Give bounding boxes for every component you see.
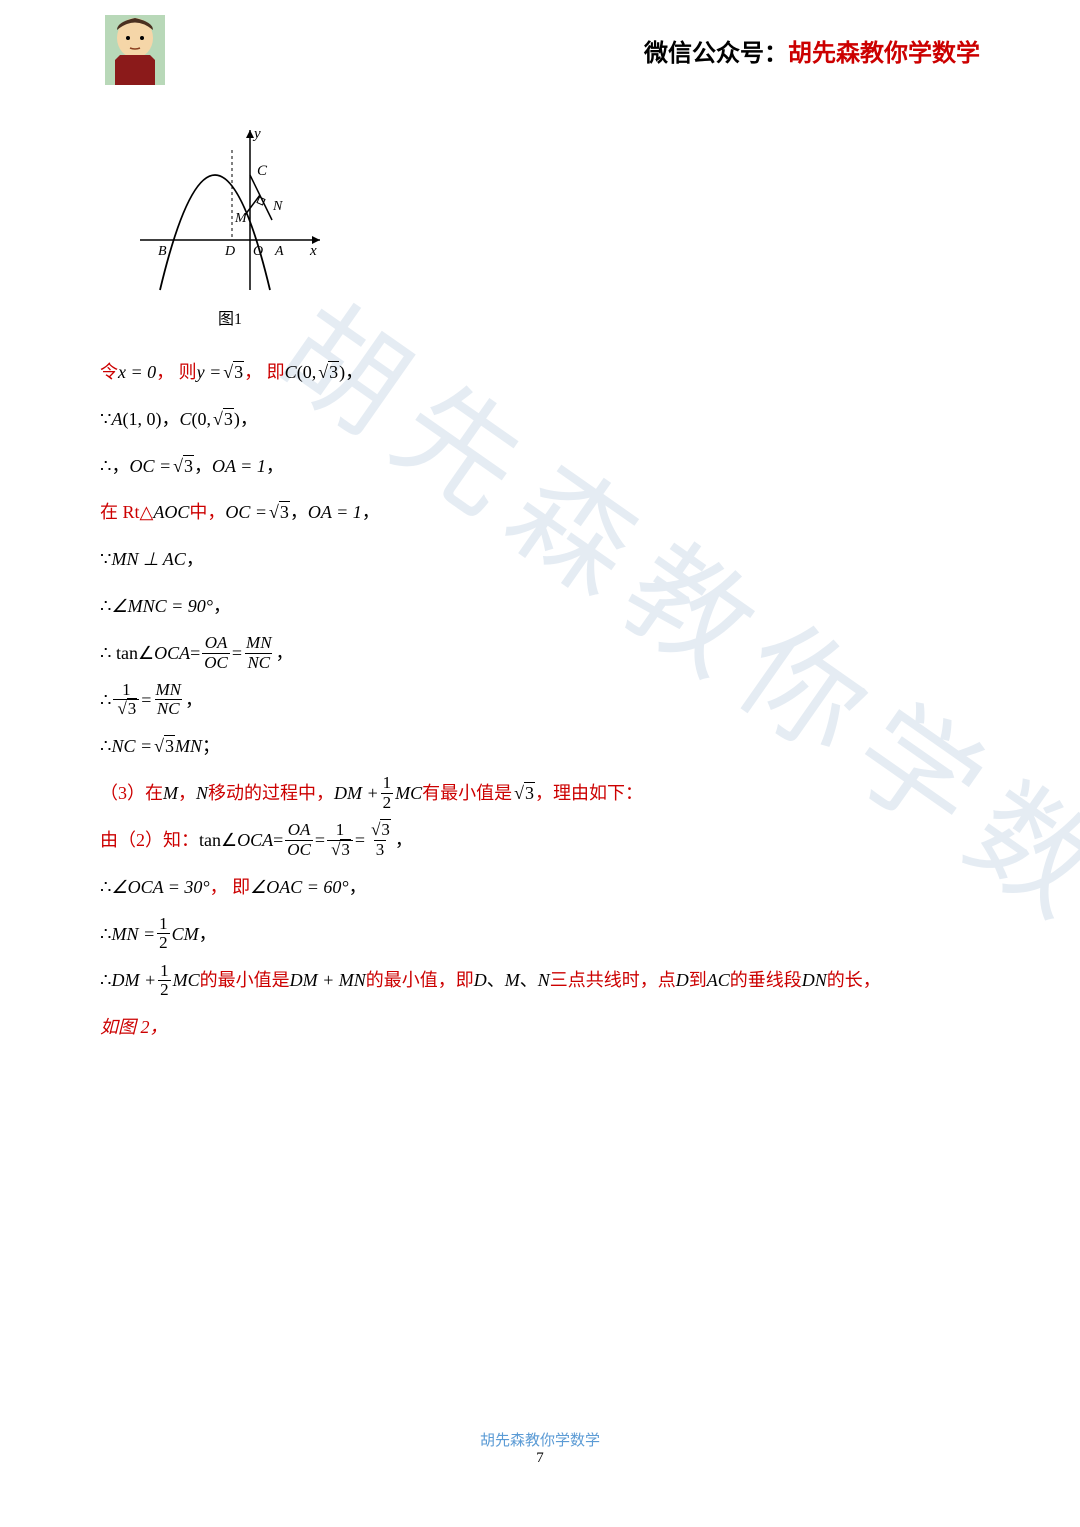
avatar [100,10,170,90]
line-4: 在 Rt△ AOC 中， OC = 3 ， OA = 1， [100,489,980,536]
line-11: 由（2）知： tan∠OCA = OAOC = 13 = 33 ， [100,817,980,864]
line-1: 令 x = 0 ， 则 y = 3 ， 即 C(0, 3) ， [100,349,980,396]
header-title: 微信公众号：胡先森教你学数学 [644,33,980,68]
line-7: ∴ tan∠OCA = OAOC = MNNC ， [100,630,980,677]
header-name: 胡先森教你学数学 [788,41,980,67]
svg-text:y: y [252,126,261,142]
page-header: 微信公众号：胡先森教你学数学 [0,0,1080,100]
line-6: ∴ ∠MNC = 90° ， [100,583,980,630]
svg-text:D: D [224,244,235,259]
page-content: y x C N M O A B D 图1 令 x = 0 ， 则 y = 3 ，… [100,120,980,1051]
line-3: ∴， OC = 3 ， OA = 1， [100,443,980,490]
line-13: ∴ MN = 12 CM ， [100,911,980,958]
line-14: ∴ DM + 12 MC 的最小值是 DM + MN 的最小值，即 D、 M、 … [100,957,980,1004]
svg-text:O: O [253,244,263,259]
svg-text:x: x [309,243,317,259]
svg-text:B: B [158,244,167,259]
line-15: 如图 2， [100,1004,980,1051]
figure-caption: 图1 [130,305,330,329]
svg-text:M: M [234,211,248,226]
line-2: ∵ A(1, 0) ， C(0, 3) ， [100,396,980,443]
line-9: ∴ NC = 3MN ； [100,723,980,770]
header-prefix: 微信公众号： [644,41,788,67]
svg-text:C: C [257,163,268,179]
footer-page: 7 [0,1450,1080,1467]
page-footer: 胡先森教你学数学 7 [0,1429,1080,1467]
svg-text:A: A [274,244,284,259]
line-10: （3）在 M ， N 移动的过程中， DM + 12 MC 有最小值是 3 ，理… [100,770,980,817]
svg-text:N: N [272,199,283,214]
line-5: ∵ MN ⊥ AC ， [100,536,980,583]
footer-title: 胡先森教你学数学 [0,1429,1080,1450]
line-8: ∴ 13 = MNNC ， [100,677,980,724]
figure-1: y x C N M O A B D 图1 [130,120,980,329]
line-12: ∴ ∠OCA = 30° ， 即 ∠OAC = 60° ， [100,864,980,911]
